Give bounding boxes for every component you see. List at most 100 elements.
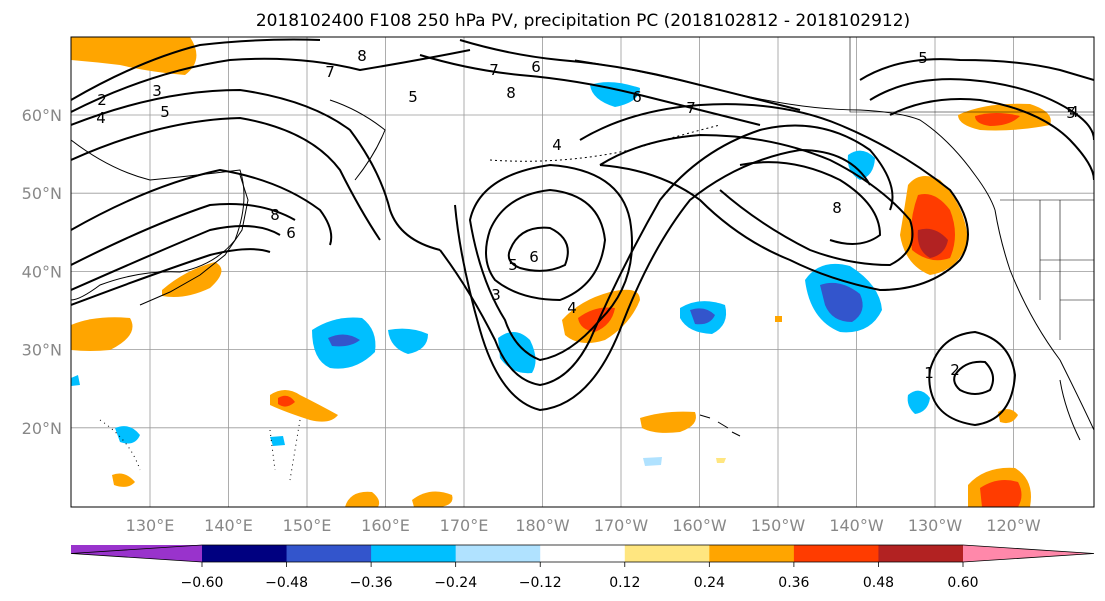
longitude-label: 150°E (283, 516, 332, 535)
pv-contour-ridge (599, 133, 914, 267)
colorbar-segment (286, 545, 372, 562)
precip-region-small-wpac (112, 473, 135, 487)
colorbar-tick-label: 0.36 (778, 575, 809, 591)
contour-label: 8 (357, 47, 367, 65)
pv-contour-ridge (739, 161, 882, 245)
pv-contour-north (419, 54, 761, 126)
latitude-label: 30°N (22, 341, 62, 360)
pv-contour (71, 248, 271, 306)
longitude-label: 170°W (594, 516, 649, 535)
pv-contour (71, 116, 381, 241)
contour-label: 5 (918, 49, 928, 67)
coast-hawaii (699, 414, 741, 437)
colorbar (70, 544, 1095, 563)
colorbar-ticks: −0.60 −0.48 −0.36 −0.24 −0.12 0.12 0.24 0.36 0.4… (181, 562, 979, 591)
contour-label: 4 (552, 136, 562, 154)
precip-region-bering-blue (590, 82, 640, 107)
precip-navy-160w (690, 308, 715, 325)
colorbar-tick-label: 0.48 (863, 575, 894, 591)
contour-label: 8 (270, 206, 280, 224)
precip-region-small-hawaii (716, 458, 726, 463)
contour-label: 1 (924, 364, 934, 382)
pv-contour-north-east (869, 78, 1094, 141)
colorbar-segment (371, 545, 457, 562)
precip-region-small-blue (270, 436, 285, 446)
pv-contour (71, 168, 333, 246)
precip-red-alaska (975, 113, 1020, 126)
contour-label: 4 (567, 299, 577, 317)
colorbar-tick-label: 0.12 (609, 575, 640, 591)
precip-red-socal (980, 480, 1022, 507)
contour-label: 5 (508, 256, 518, 274)
pv-contour-ridge (579, 103, 969, 292)
pv-contour (71, 88, 441, 251)
precip-region-bottom-2 (412, 491, 453, 507)
coast-islands-west (99, 419, 301, 481)
latitude-label: 50°N (22, 184, 62, 203)
pv-contours (71, 38, 1094, 427)
longitude-label: 140°W (829, 516, 884, 535)
pv-contour-trough (439, 124, 894, 387)
plot-title: 2018102400 F108 250 hPa PV, precipitatio… (256, 11, 910, 31)
pv-contour (71, 203, 296, 266)
contour-label: 7 (325, 63, 335, 81)
pv-contour-small-high (928, 330, 1017, 427)
precip-region-hawaii-west (640, 411, 696, 433)
colorbar-segment (202, 545, 288, 562)
precip-navy-west-blue (328, 334, 360, 347)
border-alaska-canada (849, 37, 1094, 113)
precip-region-east-blue (907, 390, 930, 414)
contour-label: 6 (529, 248, 539, 266)
longitude-label: 170°E (440, 516, 489, 535)
contour-label: 7 (489, 61, 499, 79)
pv-contour-north (459, 39, 801, 111)
contour-label: 5 (408, 88, 418, 106)
pv-contour-low (485, 188, 607, 302)
precipitation-fill (71, 37, 1051, 507)
colorbar-segment (709, 545, 795, 562)
contour-label: 6 (286, 224, 296, 242)
precip-darkred-ne-pacific (917, 228, 948, 258)
colorbar-tick-label: −0.60 (181, 575, 224, 591)
colorbar-extend-max (963, 545, 1094, 562)
contour-label: 6 (531, 58, 541, 76)
longitude-labels: 130°E 140°E 150°E 160°E 170°E 180°W 170°W 160°W… (126, 516, 1041, 535)
pv-contour-small-high (953, 360, 995, 395)
contour-label: 3 (152, 82, 162, 100)
precip-region-wpac-blue (115, 426, 140, 444)
political-borders (849, 37, 1094, 340)
longitude-label: 130°W (908, 516, 963, 535)
coast-baja (1059, 379, 1081, 441)
pv-contour-low (507, 226, 569, 272)
colorbar-segment (624, 545, 710, 562)
colorbar-tick-label: −0.12 (519, 575, 562, 591)
contour-label: 5 (160, 103, 170, 121)
precip-region-edge-blue (71, 375, 80, 386)
latitude-label: 60°N (22, 106, 62, 125)
border-us-states (1039, 200, 1094, 340)
contour-label: 6 (632, 88, 642, 106)
pv-contour (71, 49, 471, 113)
longitude-label: 150°W (751, 516, 806, 535)
colorbar-segment (793, 545, 879, 562)
precip-navy-140w (820, 282, 863, 322)
longitude-label: 160°W (672, 516, 727, 535)
colorbar-tick-label: 0.24 (694, 575, 725, 591)
colorbar-segment (878, 545, 964, 562)
latitude-labels: 60°N 50°N 40°N 30°N 20°N (22, 106, 62, 438)
precip-region-bottom-1 (345, 491, 380, 507)
longitude-label: 160°E (361, 516, 410, 535)
precip-region-small-mid (775, 316, 782, 322)
pv-contour-north-east (859, 58, 1094, 81)
contour-label: 7 (686, 99, 696, 117)
longitude-label: 120°W (986, 516, 1041, 535)
pv-contour (71, 38, 321, 101)
precip-region-west-blue-2 (388, 328, 428, 354)
pv-contour (71, 225, 281, 291)
contour-label: 3 (491, 286, 501, 304)
colorbar-tick-label: 0.60 (947, 575, 978, 591)
colorbar-tick-label: −0.36 (350, 575, 393, 591)
coast-kamchatka (329, 99, 386, 181)
